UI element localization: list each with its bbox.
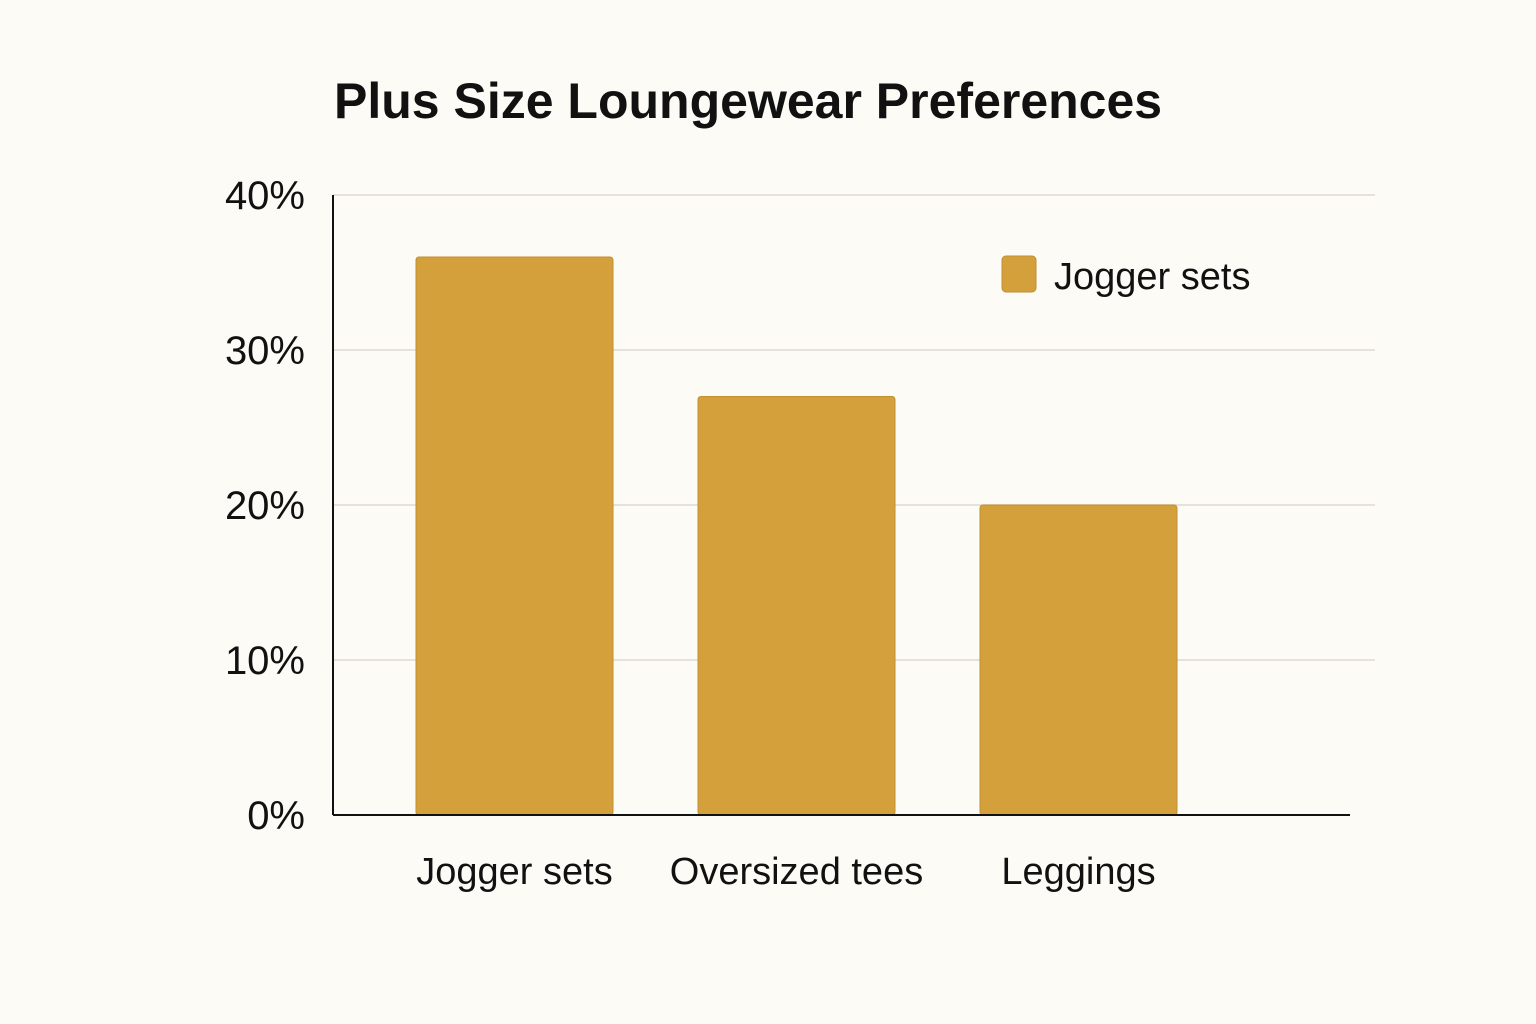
chart-title: Plus Size Loungewear Preferences xyxy=(334,73,1162,129)
bar xyxy=(979,504,1178,816)
y-tick-label: 30% xyxy=(225,329,305,373)
x-tick-label: Jogger sets xyxy=(416,851,612,893)
y-tick-label: 20% xyxy=(225,484,305,528)
x-tick-label: Leggings xyxy=(1001,851,1155,893)
y-tick-label: 0% xyxy=(247,794,305,838)
x-tick-label: Oversized tees xyxy=(670,851,923,893)
y-tick-label: 40% xyxy=(225,174,305,218)
bar xyxy=(697,396,896,816)
legend-label: Jogger sets xyxy=(1054,256,1250,298)
legend-swatch xyxy=(1001,255,1037,293)
bar xyxy=(415,256,614,816)
y-tick-label: 10% xyxy=(225,639,305,683)
legend: Jogger sets xyxy=(1001,255,1250,298)
